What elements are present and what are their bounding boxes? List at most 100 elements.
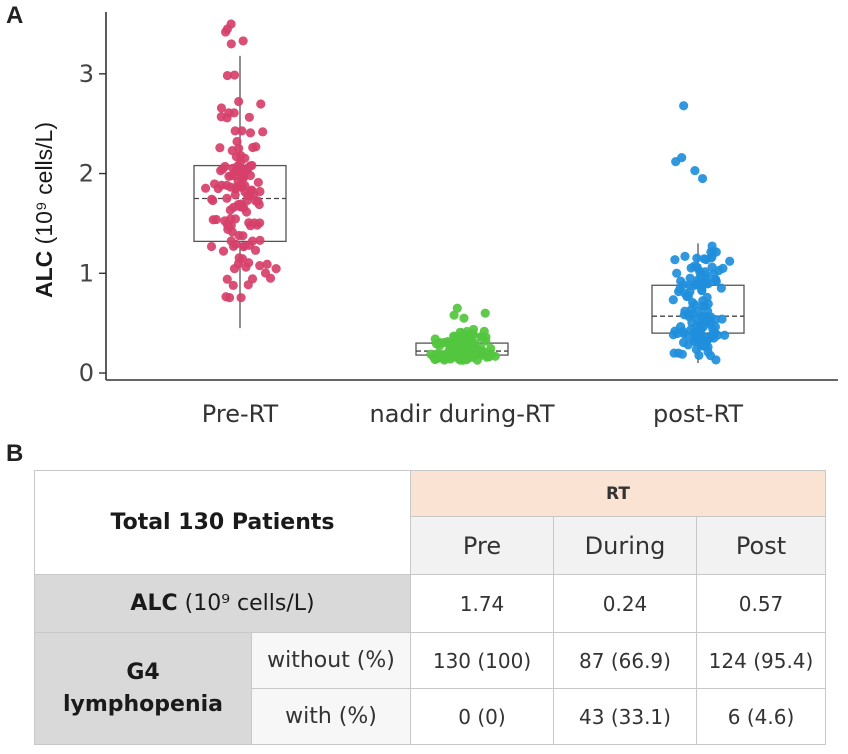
data-point bbox=[690, 280, 700, 290]
y-tick-label: 3 bbox=[79, 60, 94, 88]
data-point bbox=[452, 303, 462, 313]
data-point bbox=[720, 330, 730, 340]
data-point bbox=[234, 253, 244, 263]
data-point bbox=[690, 165, 700, 176]
data-point bbox=[707, 330, 717, 340]
data-point bbox=[255, 261, 265, 271]
data-point bbox=[241, 262, 251, 272]
data-point bbox=[476, 343, 486, 354]
data-point bbox=[480, 308, 490, 318]
data-point bbox=[226, 39, 236, 49]
data-point bbox=[216, 180, 227, 190]
data-point bbox=[711, 355, 721, 365]
data-point bbox=[700, 270, 711, 281]
data-point bbox=[248, 142, 258, 153]
data-point bbox=[200, 183, 211, 193]
data-point bbox=[234, 230, 244, 241]
data-point bbox=[479, 326, 489, 336]
data-point bbox=[431, 339, 442, 349]
data-point bbox=[218, 246, 229, 256]
alc-value-post: 0.57 bbox=[696, 574, 826, 633]
data-point bbox=[220, 27, 231, 37]
data-point bbox=[262, 259, 272, 269]
with-value-during: 43 (33.1) bbox=[553, 688, 697, 745]
data-point bbox=[216, 103, 227, 113]
data-point bbox=[230, 126, 240, 136]
data-point bbox=[224, 293, 235, 303]
data-point bbox=[243, 280, 253, 290]
data-point bbox=[244, 112, 254, 122]
data-point bbox=[258, 127, 268, 137]
table-header-row-1: Total 130 Patients RT bbox=[34, 470, 826, 575]
with-row-label: with (%) bbox=[251, 688, 411, 745]
data-point bbox=[206, 241, 217, 252]
data-point bbox=[678, 280, 688, 290]
data-point bbox=[716, 283, 726, 293]
data-point bbox=[690, 328, 700, 338]
data-point bbox=[244, 240, 255, 251]
data-point bbox=[236, 150, 246, 161]
data-point bbox=[209, 179, 220, 189]
data-point bbox=[464, 351, 474, 361]
data-point bbox=[690, 337, 700, 347]
data-point bbox=[236, 293, 246, 303]
data-point bbox=[695, 321, 706, 332]
x-tick-label: nadir during-RT bbox=[370, 400, 555, 428]
without-value-post: 124 (95.4) bbox=[696, 632, 826, 689]
data-point bbox=[707, 262, 717, 272]
with-value-post: 6 (4.6) bbox=[696, 688, 826, 745]
data-point bbox=[236, 157, 246, 167]
data-point bbox=[697, 173, 708, 184]
data-point bbox=[463, 336, 473, 346]
panel-label-a: A bbox=[6, 2, 24, 29]
data-point bbox=[230, 214, 241, 224]
data-point bbox=[256, 99, 266, 109]
data-point bbox=[245, 128, 256, 138]
data-point bbox=[450, 332, 460, 342]
data-point bbox=[252, 220, 262, 230]
data-point bbox=[222, 193, 232, 203]
data-point bbox=[218, 164, 228, 174]
column-header-during: During bbox=[553, 516, 697, 575]
data-point bbox=[225, 205, 235, 215]
data-point bbox=[226, 182, 236, 192]
table-title: Total 130 Patients bbox=[34, 470, 411, 575]
data-point bbox=[233, 199, 243, 210]
alc-value-during: 0.24 bbox=[553, 574, 697, 633]
data-point bbox=[697, 284, 707, 295]
data-point bbox=[253, 177, 263, 188]
table-row-with: with (%) 0 (0) 43 (33.1) 6 (4.6) bbox=[35, 688, 826, 745]
g4-label-line1: G4 bbox=[126, 659, 160, 685]
data-point bbox=[669, 348, 679, 358]
data-point bbox=[211, 214, 221, 225]
data-point bbox=[449, 310, 459, 320]
y-ticks: 0 1 2 3 bbox=[79, 60, 106, 387]
data-point bbox=[251, 196, 261, 206]
data-point bbox=[486, 343, 496, 354]
data-point bbox=[686, 263, 696, 273]
data-point bbox=[451, 343, 461, 353]
data-point bbox=[237, 126, 247, 136]
alc-row-label: ALC (10⁹ cells/L) bbox=[34, 574, 411, 633]
data-point bbox=[702, 313, 713, 323]
plot-axes bbox=[105, 12, 838, 381]
data-point bbox=[271, 264, 281, 274]
alc-row-label-bold: ALC bbox=[130, 591, 178, 616]
g4-lymphopenia-label: G4 lymphopenia bbox=[34, 632, 252, 745]
data-point bbox=[680, 251, 690, 262]
without-value-during: 87 (66.9) bbox=[553, 632, 697, 689]
data-point bbox=[694, 350, 704, 360]
data-point bbox=[229, 263, 240, 274]
data-point bbox=[224, 108, 234, 118]
data-point bbox=[668, 295, 678, 305]
data-point bbox=[706, 247, 716, 257]
column-header-pre: Pre bbox=[410, 516, 554, 575]
y-axis-label: ALC (10⁹ cells/L) bbox=[31, 122, 57, 298]
data-point bbox=[683, 340, 693, 350]
data-point bbox=[244, 218, 254, 228]
lymphopenia-table: Total 130 Patients RT Pre During Post AL… bbox=[34, 470, 826, 745]
data-point bbox=[674, 287, 684, 297]
data-point bbox=[697, 301, 708, 311]
y-tick-label: 2 bbox=[79, 160, 94, 188]
data-point bbox=[238, 36, 248, 46]
